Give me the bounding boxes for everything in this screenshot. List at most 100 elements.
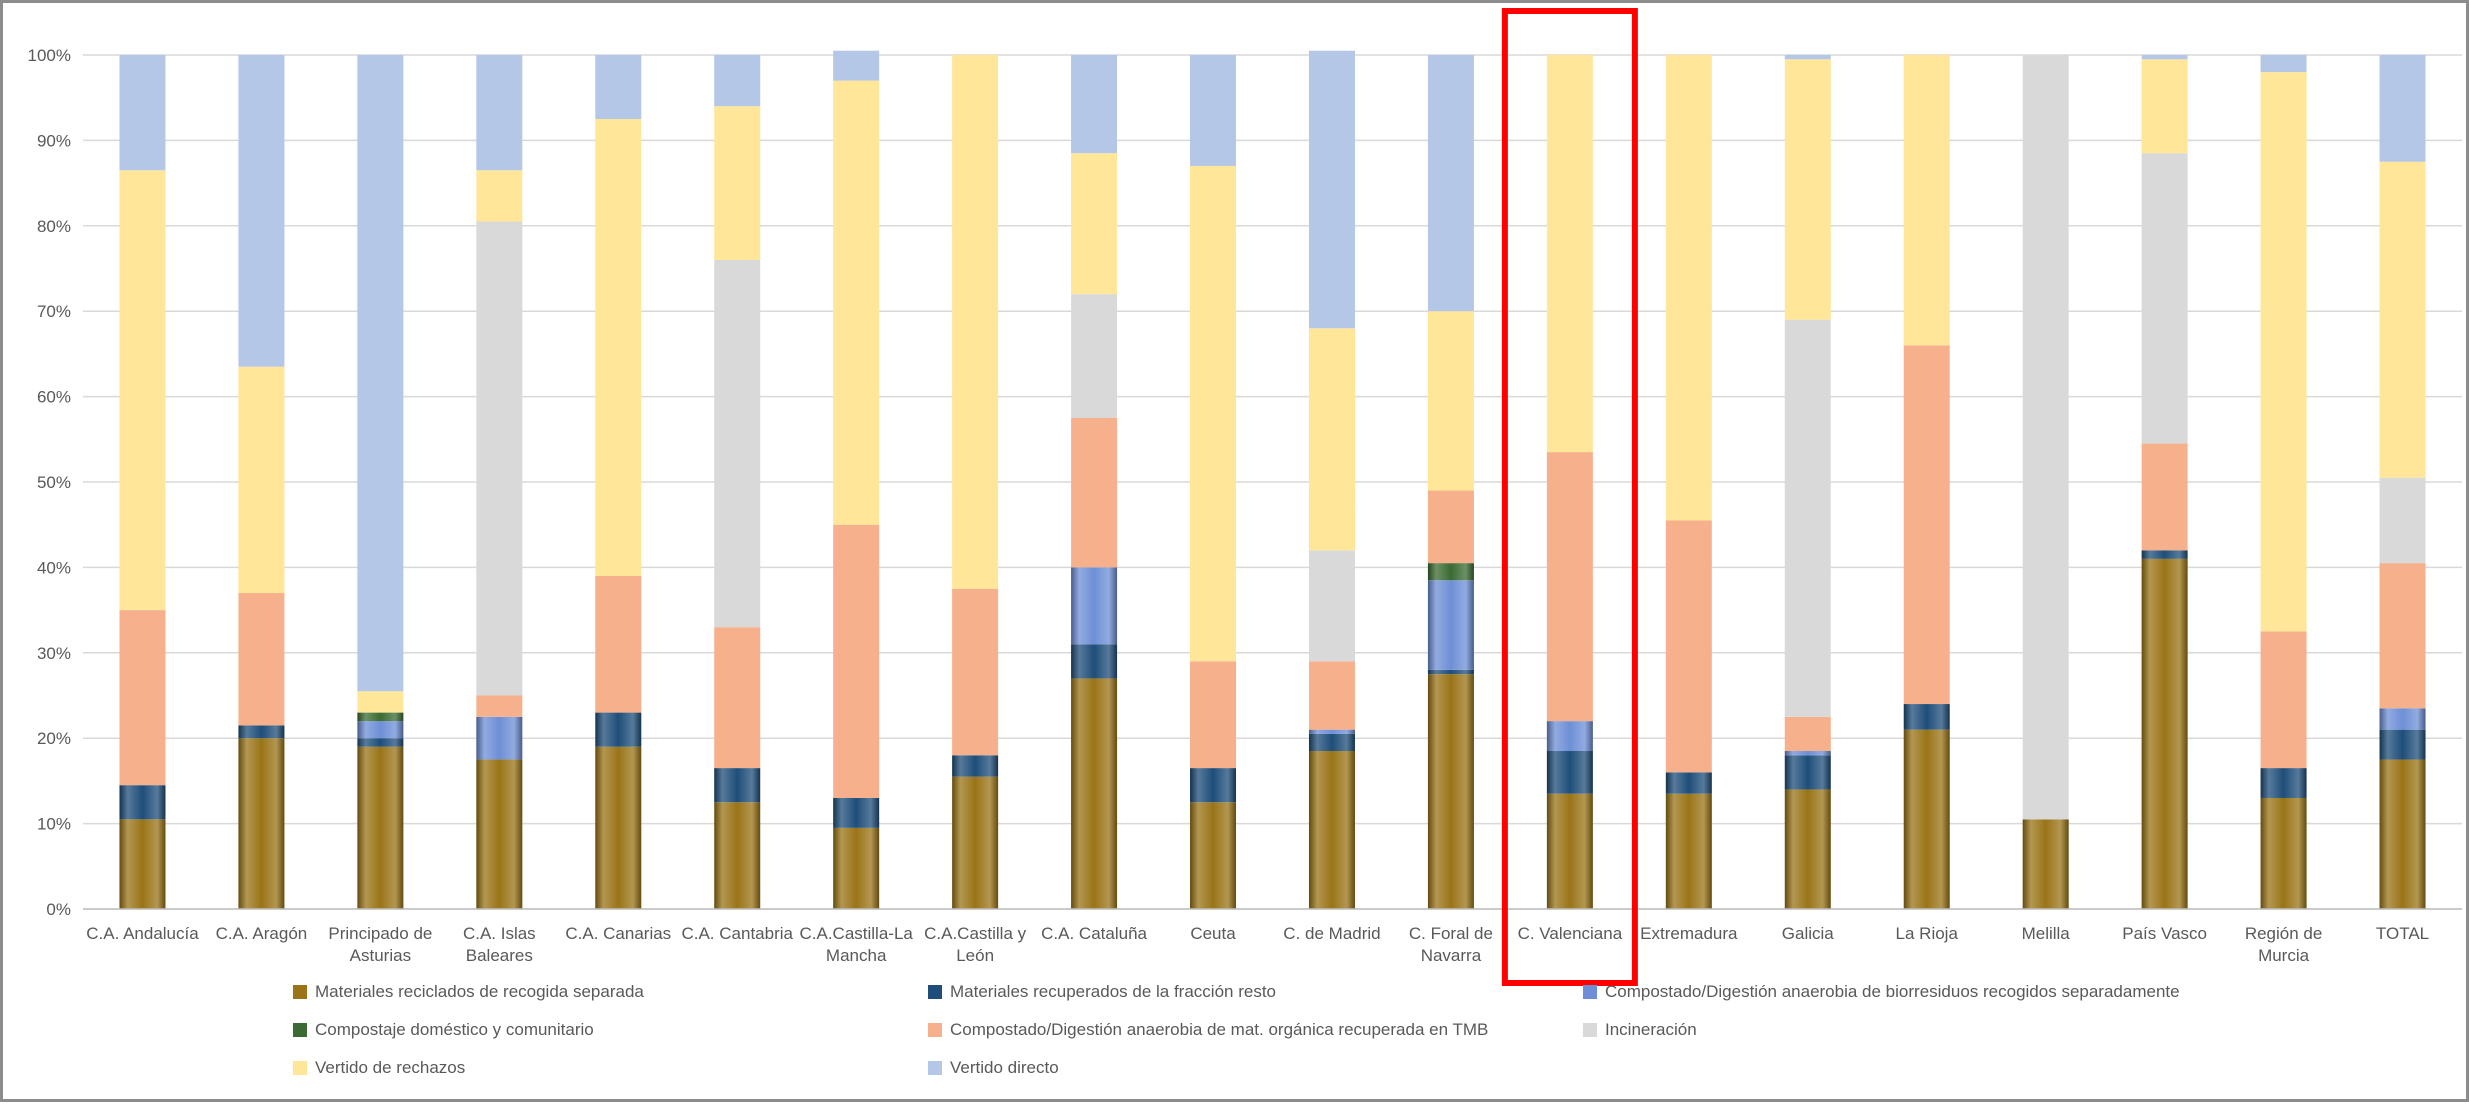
bar-segment	[1308, 733, 1355, 752]
x-tick-label: Principado de Asturias	[328, 924, 432, 965]
bar-segment	[1665, 55, 1712, 521]
x-tick-label: C.A. Islas Baleares	[463, 924, 536, 965]
bar-segment	[1903, 345, 1950, 705]
bar-segment	[595, 55, 642, 120]
bar-segment	[714, 627, 761, 769]
y-tick-label: 20%	[37, 729, 71, 748]
x-tick-label: C.A.Castilla y León	[924, 924, 1027, 965]
bar-segment	[119, 785, 166, 820]
bar-segment	[119, 819, 166, 909]
bar-segment	[1308, 550, 1355, 662]
bar-segment	[1784, 716, 1831, 752]
bar-segment	[1903, 729, 1950, 909]
bar-segment	[1427, 674, 1474, 909]
bar-segment	[1665, 772, 1712, 794]
bar-segment	[1903, 704, 1950, 730]
bar-segment	[2379, 477, 2426, 564]
bar-segment	[1071, 678, 1118, 909]
bar-segment	[1190, 55, 1237, 167]
bar-segment	[1784, 755, 1831, 790]
x-tick-label: C.A. Andalucía	[86, 924, 199, 943]
x-tick-label: C. de Madrid	[1283, 924, 1380, 943]
bar-segment	[1546, 721, 1593, 752]
y-tick-label: 60%	[37, 388, 71, 407]
bar-segment	[2260, 55, 2307, 73]
bar-segment	[1427, 311, 1474, 491]
x-tick-label: C.A. Cataluña	[1041, 924, 1147, 943]
bar-group	[833, 50, 880, 909]
bar-segment	[2260, 631, 2307, 769]
bar-segment	[833, 524, 880, 798]
bar-segment	[1427, 490, 1474, 564]
bar-segment	[2022, 819, 2069, 909]
bar-segment	[119, 610, 166, 786]
bar-group	[1427, 55, 1474, 909]
x-tick-label: C.A. Aragón	[216, 924, 308, 943]
x-tick-label: C. Foral de Navarra	[1409, 924, 1493, 965]
bar-segment	[952, 588, 999, 756]
bar-segment	[1546, 55, 1593, 453]
bar-segment	[238, 593, 285, 726]
x-tick-label: País Vasco	[2122, 924, 2207, 943]
bar-segment	[1427, 669, 1474, 675]
bar-segment	[1308, 729, 1355, 734]
x-tick-label: Extremadura	[1640, 924, 1738, 943]
bar-segment	[833, 50, 880, 81]
bar-segment	[2379, 759, 2426, 909]
bar-segment	[238, 366, 285, 594]
bar-segment	[2379, 563, 2426, 709]
bar-segment	[714, 55, 761, 107]
bar-segment	[952, 55, 999, 589]
bar-segment	[476, 759, 523, 909]
bar-segment	[2141, 550, 2188, 559]
bar-segment	[833, 797, 880, 828]
bar-group	[714, 55, 761, 909]
bar-segment	[2141, 558, 2188, 909]
axes: 0% 10% 20% 30% 40% 50% 60% 70% 80% 90% 100% C.A. An…	[28, 46, 2462, 965]
bar-segment	[2260, 768, 2307, 798]
x-tick-label: Región de Murcia	[2245, 924, 2323, 965]
bar-segment	[1546, 793, 1593, 909]
bar-segment	[2141, 55, 2188, 60]
bar-segment	[1190, 166, 1237, 662]
bar-group	[1308, 50, 1355, 909]
bar-segment	[1784, 751, 1831, 756]
x-tick-label: C.A. Canarias	[565, 924, 671, 943]
bar-segment	[1784, 55, 1831, 60]
bar-segment	[1071, 153, 1118, 295]
bar-segment	[476, 716, 523, 760]
bar-segment	[1308, 328, 1355, 551]
bar-segment	[2141, 153, 2188, 444]
bar-segment	[1665, 520, 1712, 773]
y-tick-label: 100%	[28, 46, 71, 65]
bar-group	[2022, 55, 2069, 909]
bar-group	[2379, 55, 2426, 909]
highlight-box	[1501, 8, 1638, 986]
bar-group	[1546, 55, 1593, 909]
bar-segment	[1071, 644, 1118, 679]
bar-segment	[1903, 55, 1950, 346]
x-tick-label: Melilla	[2022, 924, 2071, 943]
y-tick-label: 40%	[37, 558, 71, 577]
bar-group	[2260, 55, 2307, 909]
bar-segment	[1784, 319, 1831, 717]
bar-segment	[1784, 789, 1831, 909]
bar-segment	[2260, 72, 2307, 632]
bar-segment	[1665, 793, 1712, 909]
bar-segment	[1546, 751, 1593, 794]
y-tick-label: 70%	[37, 302, 71, 321]
bar-segment	[2379, 729, 2426, 760]
bar-segment	[1071, 567, 1118, 645]
bar-segment	[1427, 563, 1474, 581]
bar-group	[476, 55, 523, 909]
bar-segment	[595, 119, 642, 576]
bar-segment	[952, 776, 999, 909]
x-tick-label: TOTAL	[2376, 924, 2429, 943]
bar-segment	[2379, 708, 2426, 730]
bar-segment	[595, 712, 642, 747]
bar-segment	[1071, 294, 1118, 418]
stacked-bar-chart: 0% 10% 20% 30% 40% 50% 60% 70% 80% 90% 100% C.A. An…	[28, 8, 2462, 986]
bar-segment	[714, 768, 761, 803]
bar-segment	[2379, 161, 2426, 478]
